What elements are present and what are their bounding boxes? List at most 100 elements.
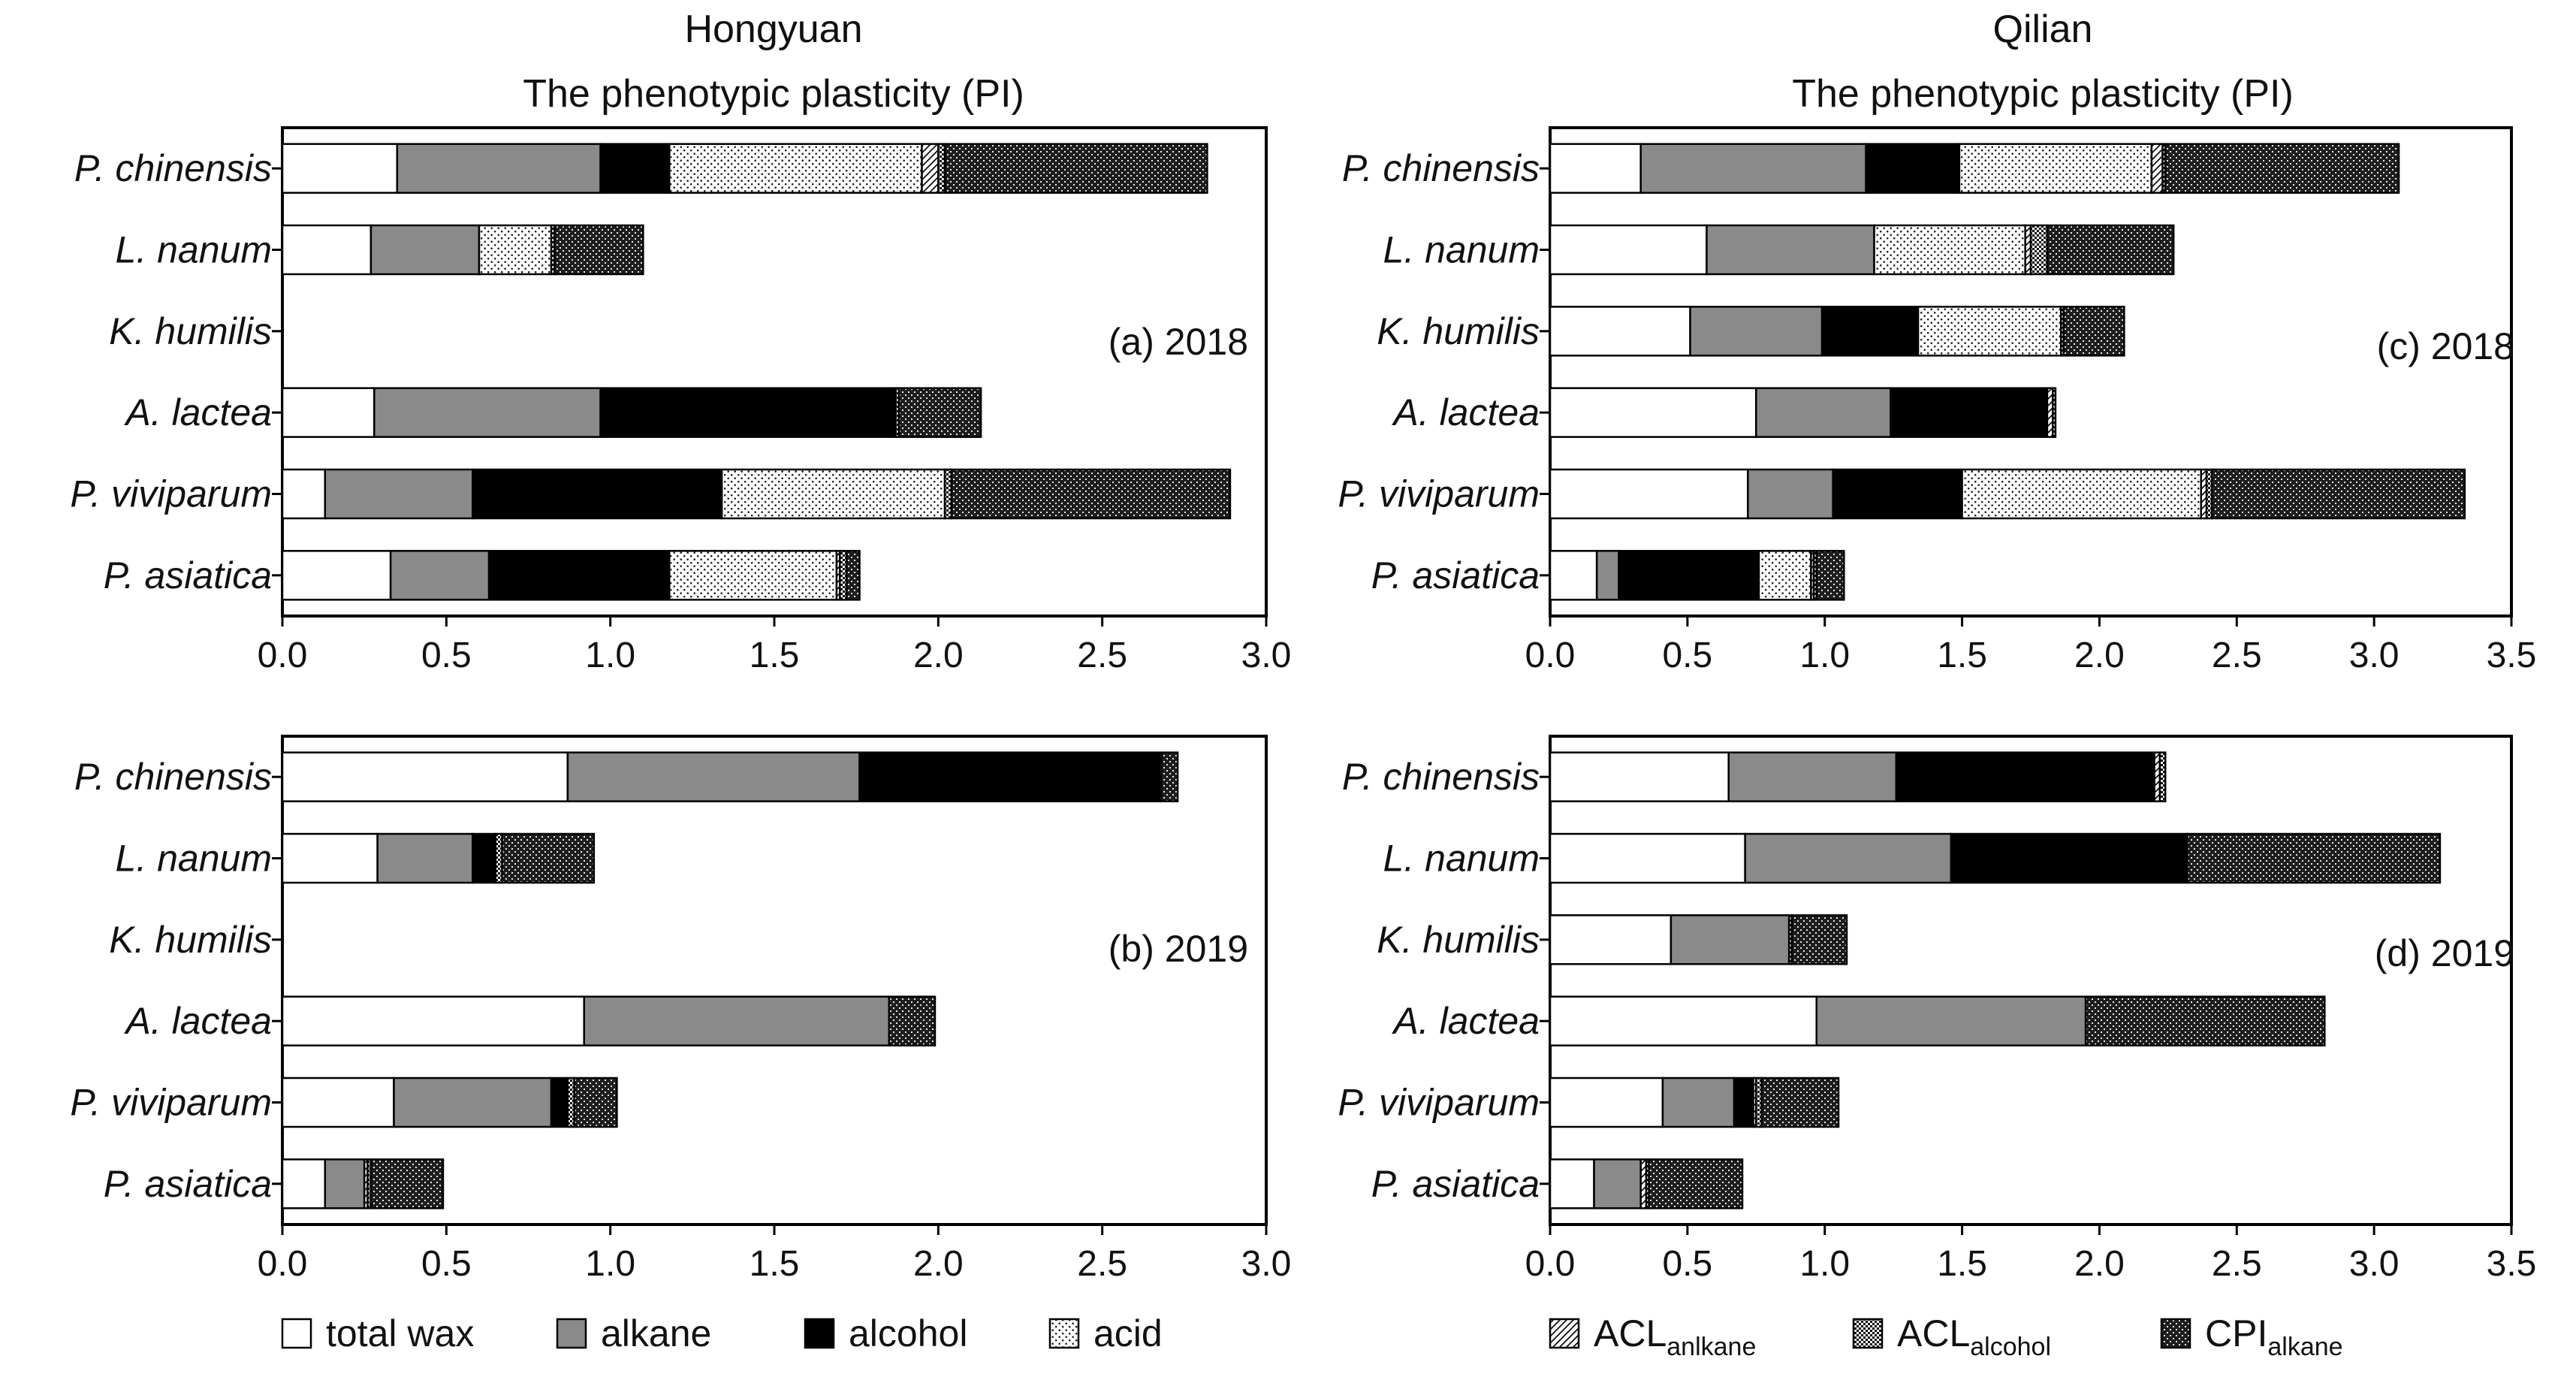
x-tick-label: 3.0 [2349, 636, 2400, 675]
bar-segment-alcohol [1950, 832, 2188, 884]
bar-segment-acl-alcohol [839, 550, 848, 601]
bar-segment-alkane [389, 550, 490, 601]
bar-segment-alcohol [1618, 550, 1760, 601]
x-tick-label: 1.0 [585, 636, 635, 675]
category-label: A. lactea [1391, 1000, 1540, 1042]
panel-c-x-axis: 0.0 0.5 1.0 1.5 2.0 2.5 3.0 3.5 [1525, 616, 2536, 675]
x-tick-label: 2.0 [913, 636, 964, 675]
bar-segment-alkane [393, 1077, 553, 1128]
bar-segment-total-wax [281, 751, 569, 802]
bar-segment-alkane [373, 387, 602, 438]
panel-a-x-axis: 0.0 0.5 1.0 1.5 2.0 2.5 3.0 [258, 616, 1292, 675]
panel-d-y-axis: P. chinensis L. nanum K. humilis A. lactea P… [1338, 756, 1550, 1205]
category-label: P. asiatica [104, 1163, 272, 1205]
bar-segment-alkane [1815, 995, 2087, 1046]
category-label: P. chinensis [74, 756, 272, 798]
bar-segment-cpi-alkane [2186, 832, 2442, 884]
bar-segment-cpi-alkane [2046, 224, 2175, 276]
bar-segment-alcohol [472, 468, 723, 520]
x-tick-label: 2.0 [2074, 636, 2125, 675]
bar-segment-total-wax [1549, 306, 1691, 357]
bar-segment-total-wax [281, 1077, 395, 1128]
bar-segment-alcohol [1832, 468, 1963, 520]
bar-segment-acid [1757, 550, 1812, 601]
bar-segment-acl-alcohol [937, 143, 946, 194]
x-tick-label: 0.0 [1525, 1244, 1576, 1284]
x-tick-label: 3.0 [1241, 636, 1292, 675]
category-label: L. nanum [1383, 838, 1540, 880]
bar-segment-total-wax [1549, 1158, 1595, 1209]
panel-b-label: (b) 2019 [1109, 928, 1248, 970]
x-tick-label: 2.5 [2212, 1244, 2262, 1284]
panel-a-plot-frame [281, 126, 1268, 618]
bar-segment-total-wax [281, 832, 379, 884]
bar-segment-total-wax [1549, 914, 1673, 965]
legend-swatch-acl-alkane [1549, 1318, 1580, 1349]
legend-swatch-alkane [556, 1318, 587, 1349]
legend-label-acid: acid [1093, 1312, 1163, 1354]
x-tick-label: 2.5 [1077, 636, 1127, 675]
bar-segment-alkane [1747, 468, 1834, 520]
panel-d-plot-frame [1549, 735, 2513, 1226]
x-tick-label: 0.0 [258, 1244, 308, 1284]
x-tick-label: 2.5 [1077, 1244, 1127, 1284]
bar-segment-cpi-alkane [1790, 914, 1848, 965]
bar-segment-total-wax [1549, 387, 1757, 438]
bar-segment-acl-alkane [2150, 143, 2164, 194]
bar-segment-total-wax [1549, 224, 1708, 276]
bar-segment-cpi-alkane [2211, 468, 2466, 520]
bar-segment-total-wax [281, 143, 399, 194]
panel-b-bars [281, 751, 1179, 1209]
bar-segment-alkane [324, 1158, 366, 1209]
bar-segment-cpi-alkane [897, 387, 982, 438]
legend-swatch-acl-alcohol [1852, 1318, 1884, 1349]
panel-d-qilian-2019: (d) 2019 P. chinensis L. nanum K. humilis A… [1338, 735, 2536, 1284]
bar-segment-alkane [583, 995, 891, 1046]
category-label: P. chinensis [74, 147, 272, 189]
bar-segment-alcohol [599, 143, 671, 194]
bar-segment-acl-alcohol [494, 832, 503, 884]
bar-segment-cpi-alkane [943, 143, 1208, 194]
legend-label-total-wax: total wax [326, 1312, 474, 1354]
bar-segment-alcohol [599, 387, 897, 438]
panel-a-hongyuan-2018: Hongyuan The phenotypic plasticity (PI) … [70, 8, 1291, 675]
category-label: A. lactea [123, 391, 272, 433]
category-label: K. humilis [1377, 919, 1540, 961]
bar-segment-acid [668, 550, 838, 601]
legend-left: total wax alkane alcohol acid [281, 1312, 1163, 1354]
panel-a-title-line2: The phenotypic plasticity (PI) [523, 72, 1024, 116]
category-label: P. asiatica [104, 554, 272, 596]
bar-segment-alcohol [1865, 143, 1961, 194]
category-label: L. nanum [116, 229, 272, 271]
bar-segment-alcohol [1733, 1077, 1754, 1128]
category-label: L. nanum [1383, 229, 1540, 271]
panel-b-y-axis: P. chinensis L. nanum K. humilis A. lactea P… [70, 756, 282, 1205]
bar-segment-alkane [1755, 387, 1892, 438]
bar-segment-total-wax [281, 387, 376, 438]
bar-segment-cpi-alkane [1815, 550, 1845, 601]
bar-segment-acid [1961, 468, 2202, 520]
bar-segment-acl-alcohol [943, 468, 953, 520]
category-label: P. viviparum [70, 473, 272, 515]
panel-b-hongyuan-2019: (b) 2019 P. chinensis L. nanum K. humilis A… [70, 735, 1291, 1284]
bar-segment-acid [720, 468, 946, 520]
bar-segment-alcohol [1820, 306, 1920, 357]
panel-a-y-axis: P. chinensis L. nanum K. humilis A. lactea P… [70, 147, 282, 596]
bar-segment-cpi-alkane [1760, 1077, 1840, 1128]
legend-label-cpi-alkane: CPIalkane [2205, 1312, 2343, 1361]
category-label: K. humilis [109, 919, 272, 961]
bar-segment-cpi-alkane [501, 832, 596, 884]
category-label: P. viviparum [1338, 473, 1540, 515]
legend-label-alcohol: alcohol [849, 1312, 967, 1354]
x-tick-label: 2.0 [2074, 1244, 2125, 1284]
bar-segment-alkane [370, 224, 481, 276]
bar-segment-acid [1873, 224, 2026, 276]
category-label: P. viviparum [1338, 1082, 1540, 1124]
bar-segment-cpi-alkane [554, 224, 644, 276]
x-tick-label: 1.0 [1799, 1244, 1850, 1284]
bar-segment-total-wax [1549, 468, 1749, 520]
bar-segment-alkane [1744, 832, 1953, 884]
bar-segment-acl-alcohol [566, 1077, 575, 1128]
bar-segment-alkane [1727, 751, 1898, 802]
panel-d-bars [1549, 751, 2442, 1209]
